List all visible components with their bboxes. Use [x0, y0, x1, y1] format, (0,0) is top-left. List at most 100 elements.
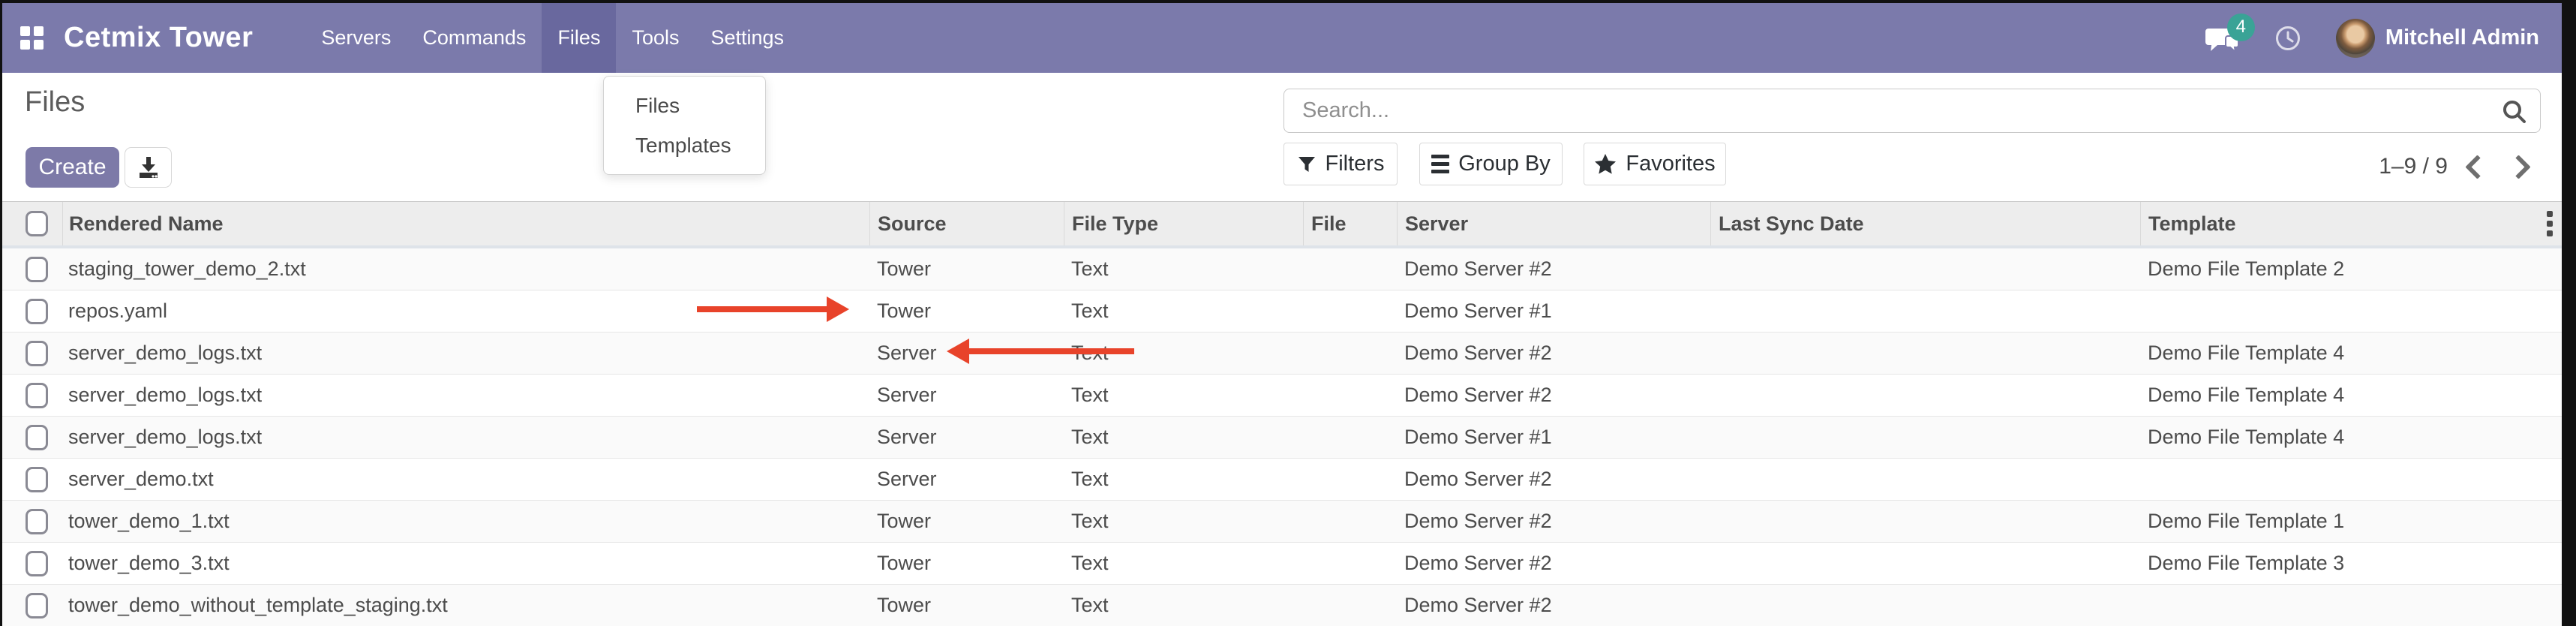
top-navbar: Cetmix Tower Servers Commands Files Tool…	[2, 3, 2562, 73]
table-header-row: Rendered Name Source File Type File Serv…	[2, 201, 2562, 248]
cell-rendered-name: tower_demo_3.txt	[68, 552, 230, 574]
row-checkbox[interactable]	[26, 256, 48, 282]
group-by-button[interactable]: Group By	[1419, 143, 1563, 185]
cell-rendered-name: staging_tower_demo_2.txt	[68, 257, 306, 280]
dropdown-item-templates[interactable]: Templates	[635, 133, 731, 157]
row-select-cell	[2, 417, 62, 458]
table-row[interactable]: staging_tower_demo_2.txt Tower Text Demo…	[2, 248, 2562, 290]
cell-last-sync-date	[1710, 417, 2140, 458]
cell-source: Tower	[877, 257, 932, 280]
search-input[interactable]	[1284, 89, 2540, 132]
column-header-file[interactable]: File	[1303, 202, 1397, 245]
menu-item-settings[interactable]: Settings	[710, 26, 785, 49]
column-header-server[interactable]: Server	[1397, 202, 1710, 245]
row-checkbox[interactable]	[26, 340, 48, 366]
column-header-file-type[interactable]: File Type	[1064, 202, 1303, 245]
cell-file	[1303, 333, 1397, 374]
column-header-last-sync-date[interactable]: Last Sync Date	[1710, 202, 2140, 245]
menu-item-servers[interactable]: Servers	[321, 26, 392, 49]
row-checkbox[interactable]	[26, 466, 48, 492]
export-button[interactable]	[125, 147, 172, 188]
dropdown-item-files[interactable]: Files	[635, 93, 680, 117]
cell-source: Server	[877, 384, 937, 406]
brand-title[interactable]: Cetmix Tower	[64, 22, 254, 53]
cell-last-sync-date	[1710, 459, 2140, 500]
row-checkbox[interactable]	[26, 298, 48, 324]
filters-button[interactable]: Filters	[1283, 143, 1398, 185]
table-row[interactable]: tower_demo_1.txt Tower Text Demo Server …	[2, 501, 2562, 543]
pager-next-button[interactable]	[2506, 155, 2531, 179]
row-select-cell	[2, 459, 62, 500]
cell-file	[1303, 290, 1397, 332]
row-select-cell	[2, 585, 62, 626]
cell-server: Demo Server #2	[1404, 510, 1552, 532]
row-checkbox[interactable]	[26, 424, 48, 450]
activities-button[interactable]	[2274, 25, 2301, 52]
table-row[interactable]: server_demo_logs.txt Server Text Demo Se…	[2, 417, 2562, 459]
user-name: Mitchell Admin	[2385, 26, 2539, 50]
cell-rendered-name: tower_demo_1.txt	[68, 510, 230, 532]
filters-label: Filters	[1325, 152, 1385, 176]
row-checkbox[interactable]	[26, 382, 48, 408]
row-checkbox[interactable]	[26, 508, 48, 534]
clock-icon	[2275, 26, 2300, 50]
table-row[interactable]: server_demo.txt Server Text Demo Server …	[2, 459, 2562, 501]
table-row[interactable]: tower_demo_3.txt Tower Text Demo Server …	[2, 543, 2562, 585]
cell-file-type: Text	[1071, 510, 1109, 532]
row-select-cell	[2, 375, 62, 416]
cell-template: Demo File Template 4	[2148, 384, 2345, 406]
column-header-template[interactable]: Template	[2140, 202, 2562, 245]
column-header-rendered-name[interactable]: Rendered Name	[62, 202, 869, 245]
files-dropdown-menu: Files Templates	[603, 76, 766, 175]
table-row[interactable]: repos.yaml Tower Text Demo Server #1	[2, 290, 2562, 333]
cell-file	[1303, 585, 1397, 626]
cell-server: Demo Server #1	[1404, 426, 1552, 448]
cell-server: Demo Server #2	[1404, 552, 1552, 574]
cell-source: Tower	[877, 510, 932, 532]
cell-file-type: Text	[1071, 342, 1109, 364]
row-checkbox[interactable]	[26, 550, 48, 576]
menu-item-commands[interactable]: Commands	[422, 26, 527, 49]
cell-last-sync-date	[1710, 333, 2140, 374]
cell-last-sync-date	[1710, 375, 2140, 416]
cell-template	[2140, 459, 2562, 500]
cell-file-type: Text	[1071, 426, 1109, 448]
search-icon[interactable]	[2501, 98, 2528, 129]
control-panel: Files Create Filters	[2, 73, 2562, 201]
apps-menu-button[interactable]	[20, 3, 44, 73]
cell-template: Demo File Template 1	[2148, 510, 2345, 532]
row-select-cell	[2, 501, 62, 542]
table-row[interactable]: tower_demo_without_template_staging.txt …	[2, 585, 2562, 626]
cell-template	[2140, 290, 2562, 332]
menu-item-tools[interactable]: Tools	[632, 26, 680, 49]
cell-last-sync-date	[1710, 585, 2140, 626]
user-menu[interactable]: Mitchell Admin	[2335, 18, 2539, 58]
cell-file-type: Text	[1071, 468, 1109, 490]
cell-server: Demo Server #2	[1404, 257, 1552, 280]
row-checkbox[interactable]	[26, 592, 48, 618]
messages-button[interactable]: 4	[2205, 13, 2255, 54]
cell-file-type: Text	[1071, 594, 1109, 616]
create-button[interactable]: Create	[26, 147, 119, 188]
cell-rendered-name: repos.yaml	[68, 299, 168, 322]
messages-count-badge: 4	[2226, 13, 2255, 41]
cell-template: Demo File Template 3	[2148, 552, 2345, 574]
table-row[interactable]: server_demo_logs.txt Server Text Demo Se…	[2, 333, 2562, 375]
row-select-cell	[2, 333, 62, 374]
cell-last-sync-date	[1710, 543, 2140, 584]
select-all-checkbox[interactable]	[26, 211, 48, 236]
navbar-right: 4 Mitchell Admin	[2205, 3, 2539, 73]
search-box	[1283, 89, 2541, 133]
pager-previous-button[interactable]	[2465, 155, 2490, 179]
menu-item-files[interactable]: Files	[542, 3, 617, 73]
table-row[interactable]: server_demo_logs.txt Server Text Demo Se…	[2, 375, 2562, 417]
funnel-icon	[1298, 156, 1315, 172]
cell-rendered-name: server_demo_logs.txt	[68, 426, 263, 448]
table-body: staging_tower_demo_2.txt Tower Text Demo…	[2, 248, 2562, 626]
column-options-icon[interactable]	[2547, 211, 2553, 236]
cell-last-sync-date	[1710, 501, 2140, 542]
column-header-source[interactable]: Source	[869, 202, 1064, 245]
favorites-button[interactable]: Favorites	[1584, 143, 1726, 185]
cell-source: Server	[877, 426, 937, 448]
cell-server: Demo Server #2	[1404, 594, 1552, 616]
